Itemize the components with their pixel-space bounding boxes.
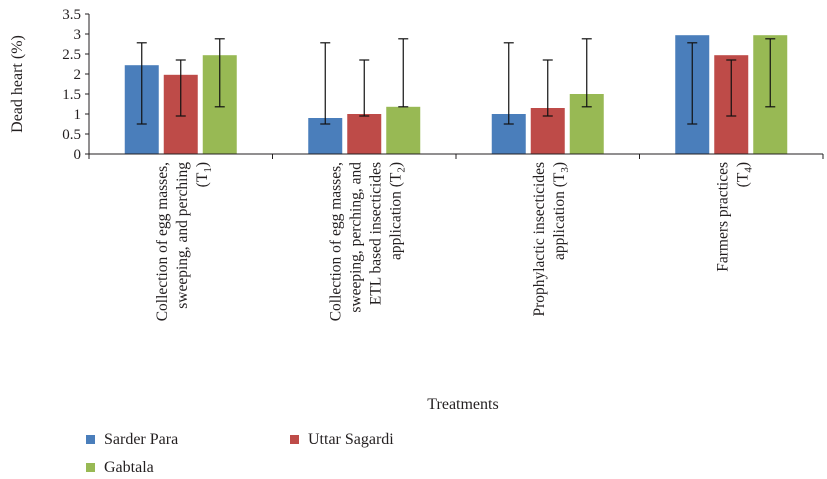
- y-tick-label: 3.5: [62, 7, 81, 23]
- legend-item: Uttar Sagardi: [290, 431, 394, 448]
- y-tick-label: 1.5: [62, 87, 81, 103]
- bar-uttar-sagardi: [347, 114, 382, 154]
- category-label-line: application (T3): [551, 162, 571, 260]
- x-axis: [88, 153, 824, 159]
- category-label-line: Collection of egg masses,: [154, 162, 171, 321]
- y-tick-label: 2.5: [62, 47, 81, 63]
- category-label: Prophylactic insecticides application (T3…: [531, 162, 571, 317]
- legend-item: Gabtala: [86, 459, 154, 476]
- category-label: Collection of egg masses, sweeping, and p…: [154, 162, 214, 322]
- category-label-line: ETL based insecticides: [367, 162, 384, 305]
- category-label-line: (T1): [194, 162, 214, 187]
- legend-swatch: [290, 435, 299, 444]
- x-axis-title: Treatments: [427, 396, 498, 413]
- category-label: Farmers practices (T4): [714, 162, 754, 272]
- legend: Sarder Para Uttar Sagardi Gabtala: [86, 431, 394, 476]
- y-tick-label: 2: [74, 67, 82, 83]
- category-label-line: Collection of egg masses,: [327, 162, 344, 321]
- y-tick-label: 1: [74, 107, 82, 123]
- y-tick-label: 0.5: [62, 127, 81, 143]
- legend-label: Sarder Para: [104, 431, 178, 448]
- legend-label: Gabtala: [104, 459, 154, 476]
- y-axis: 0 0.5 1 1.5 2 2.5 3 3.5: [62, 7, 90, 163]
- category-label-line: sweeping, perching, and: [347, 162, 364, 313]
- y-tick-label: 0: [74, 147, 82, 163]
- legend-label: Uttar Sagardi: [308, 431, 394, 448]
- y-axis-title: Dead heart (%): [9, 35, 26, 133]
- category-label: Collection of egg masses, sweeping, perch…: [327, 162, 407, 322]
- category-label-line: sweeping, and perching: [174, 162, 191, 309]
- bar-series-group: [124, 35, 788, 155]
- category-label-line: Farmers practices: [714, 162, 731, 272]
- category-labels: Collection of egg masses, sweeping, and p…: [154, 162, 755, 322]
- category-label-line: (T4): [734, 162, 754, 187]
- legend-swatch: [86, 435, 95, 444]
- error-bar-group: [136, 38, 776, 125]
- category-label-line: Prophylactic insecticides: [531, 162, 548, 317]
- bar-gabtala: [386, 106, 421, 154]
- category-label-line: application (T2): [387, 162, 407, 260]
- legend-item: Sarder Para: [86, 431, 178, 448]
- y-tick-label: 3: [74, 27, 82, 43]
- legend-swatch: [86, 463, 95, 472]
